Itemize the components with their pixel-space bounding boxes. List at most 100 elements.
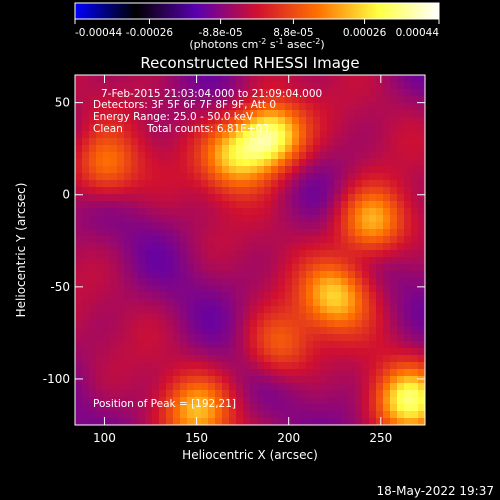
heatmap-cell	[292, 320, 300, 328]
heatmap-cell	[243, 271, 251, 279]
heatmap-cell	[89, 404, 97, 412]
heatmap-cell	[138, 411, 146, 419]
heatmap-cell	[362, 159, 370, 167]
heatmap-cell	[201, 215, 209, 223]
heatmap-cell	[173, 320, 181, 328]
heatmap-cell	[103, 334, 111, 342]
heatmap-cell	[110, 411, 118, 419]
heatmap-cell	[75, 96, 83, 104]
heatmap-cell	[173, 89, 181, 97]
heatmap-cell	[306, 166, 314, 174]
heatmap-cell	[229, 124, 237, 132]
heatmap-cell	[341, 236, 349, 244]
heatmap-cell	[306, 369, 314, 377]
heatmap-cell	[222, 271, 230, 279]
heatmap-cell	[313, 320, 321, 328]
heatmap-cell	[180, 96, 188, 104]
heatmap-cell	[159, 320, 167, 328]
heatmap-cell	[341, 208, 349, 216]
heatmap-cell	[362, 285, 370, 293]
heatmap-cell	[131, 327, 139, 335]
heatmap-cell	[138, 173, 146, 181]
heatmap-cell	[271, 96, 279, 104]
heatmap-cell	[285, 313, 293, 321]
heatmap-cell	[271, 257, 279, 265]
heatmap-cell	[138, 397, 146, 405]
heatmap-cell	[397, 124, 405, 132]
heatmap-cell	[411, 411, 419, 419]
heatmap-cell	[355, 159, 363, 167]
heatmap-cell	[348, 271, 356, 279]
heatmap-cell	[362, 173, 370, 181]
heatmap-cell	[215, 166, 223, 174]
heatmap-cell	[180, 257, 188, 265]
heatmap-cell	[348, 264, 356, 272]
heatmap-cell	[236, 215, 244, 223]
heatmap-cell	[194, 138, 202, 146]
heatmap-cell	[299, 257, 307, 265]
heatmap-cell	[362, 89, 370, 97]
heatmap-cell	[201, 236, 209, 244]
heatmap-cell	[362, 418, 370, 426]
heatmap-cell	[187, 320, 195, 328]
heatmap-cell	[152, 362, 160, 370]
heatmap-cell	[404, 194, 412, 202]
heatmap-cell	[166, 110, 174, 118]
heatmap-cell	[418, 131, 426, 139]
heatmap-cell	[313, 194, 321, 202]
heatmap-cell	[313, 250, 321, 258]
heatmap-cell	[82, 327, 90, 335]
heatmap-cell	[96, 278, 104, 286]
heatmap-cell	[180, 348, 188, 356]
heatmap-cell	[145, 103, 153, 111]
heatmap-cell	[159, 313, 167, 321]
heatmap-cell	[89, 292, 97, 300]
heatmap-cell	[397, 390, 405, 398]
heatmap-cell	[411, 257, 419, 265]
heatmap-cell	[418, 187, 426, 195]
heatmap-cell	[103, 362, 111, 370]
heatmap-cell	[418, 383, 426, 391]
heatmap-cell	[369, 418, 377, 426]
heatmap-cell	[397, 166, 405, 174]
heatmap-cell	[117, 159, 125, 167]
heatmap-cell	[82, 418, 90, 426]
heatmap-cell	[96, 299, 104, 307]
heatmap-cell	[75, 383, 83, 391]
heatmap-cell	[215, 264, 223, 272]
heatmap-cell	[117, 145, 125, 153]
heatmap-cell	[131, 173, 139, 181]
heatmap-cell	[383, 103, 391, 111]
heatmap-cell	[264, 313, 272, 321]
heatmap-cell	[82, 75, 90, 83]
heatmap-cell	[299, 306, 307, 314]
heatmap-cell	[320, 285, 328, 293]
heatmap-cell	[292, 355, 300, 363]
heatmap-cell	[383, 201, 391, 209]
heatmap-cell	[159, 285, 167, 293]
heatmap-cell	[257, 208, 265, 216]
heatmap-cell	[299, 418, 307, 426]
heatmap-cell	[180, 187, 188, 195]
heatmap-cell	[124, 110, 132, 118]
heatmap-cell	[418, 299, 426, 307]
heatmap-cell	[110, 222, 118, 230]
heatmap-cell	[243, 243, 251, 251]
heatmap-cell	[341, 138, 349, 146]
heatmap-cell	[313, 271, 321, 279]
heatmap-cell	[411, 355, 419, 363]
heatmap-cell	[236, 271, 244, 279]
heatmap-cell	[173, 271, 181, 279]
heatmap-cell	[334, 278, 342, 286]
heatmap-cell	[124, 166, 132, 174]
heatmap-cell	[236, 383, 244, 391]
heatmap-cell	[264, 418, 272, 426]
chart-title: Reconstructed RHESSI Image	[140, 54, 359, 72]
heatmap-cell	[285, 152, 293, 160]
heatmap-cell	[159, 369, 167, 377]
heatmap-cell	[89, 180, 97, 188]
heatmap-cell	[306, 222, 314, 230]
heatmap-cell	[145, 327, 153, 335]
heatmap-cell	[355, 208, 363, 216]
heatmap-cell	[264, 362, 272, 370]
